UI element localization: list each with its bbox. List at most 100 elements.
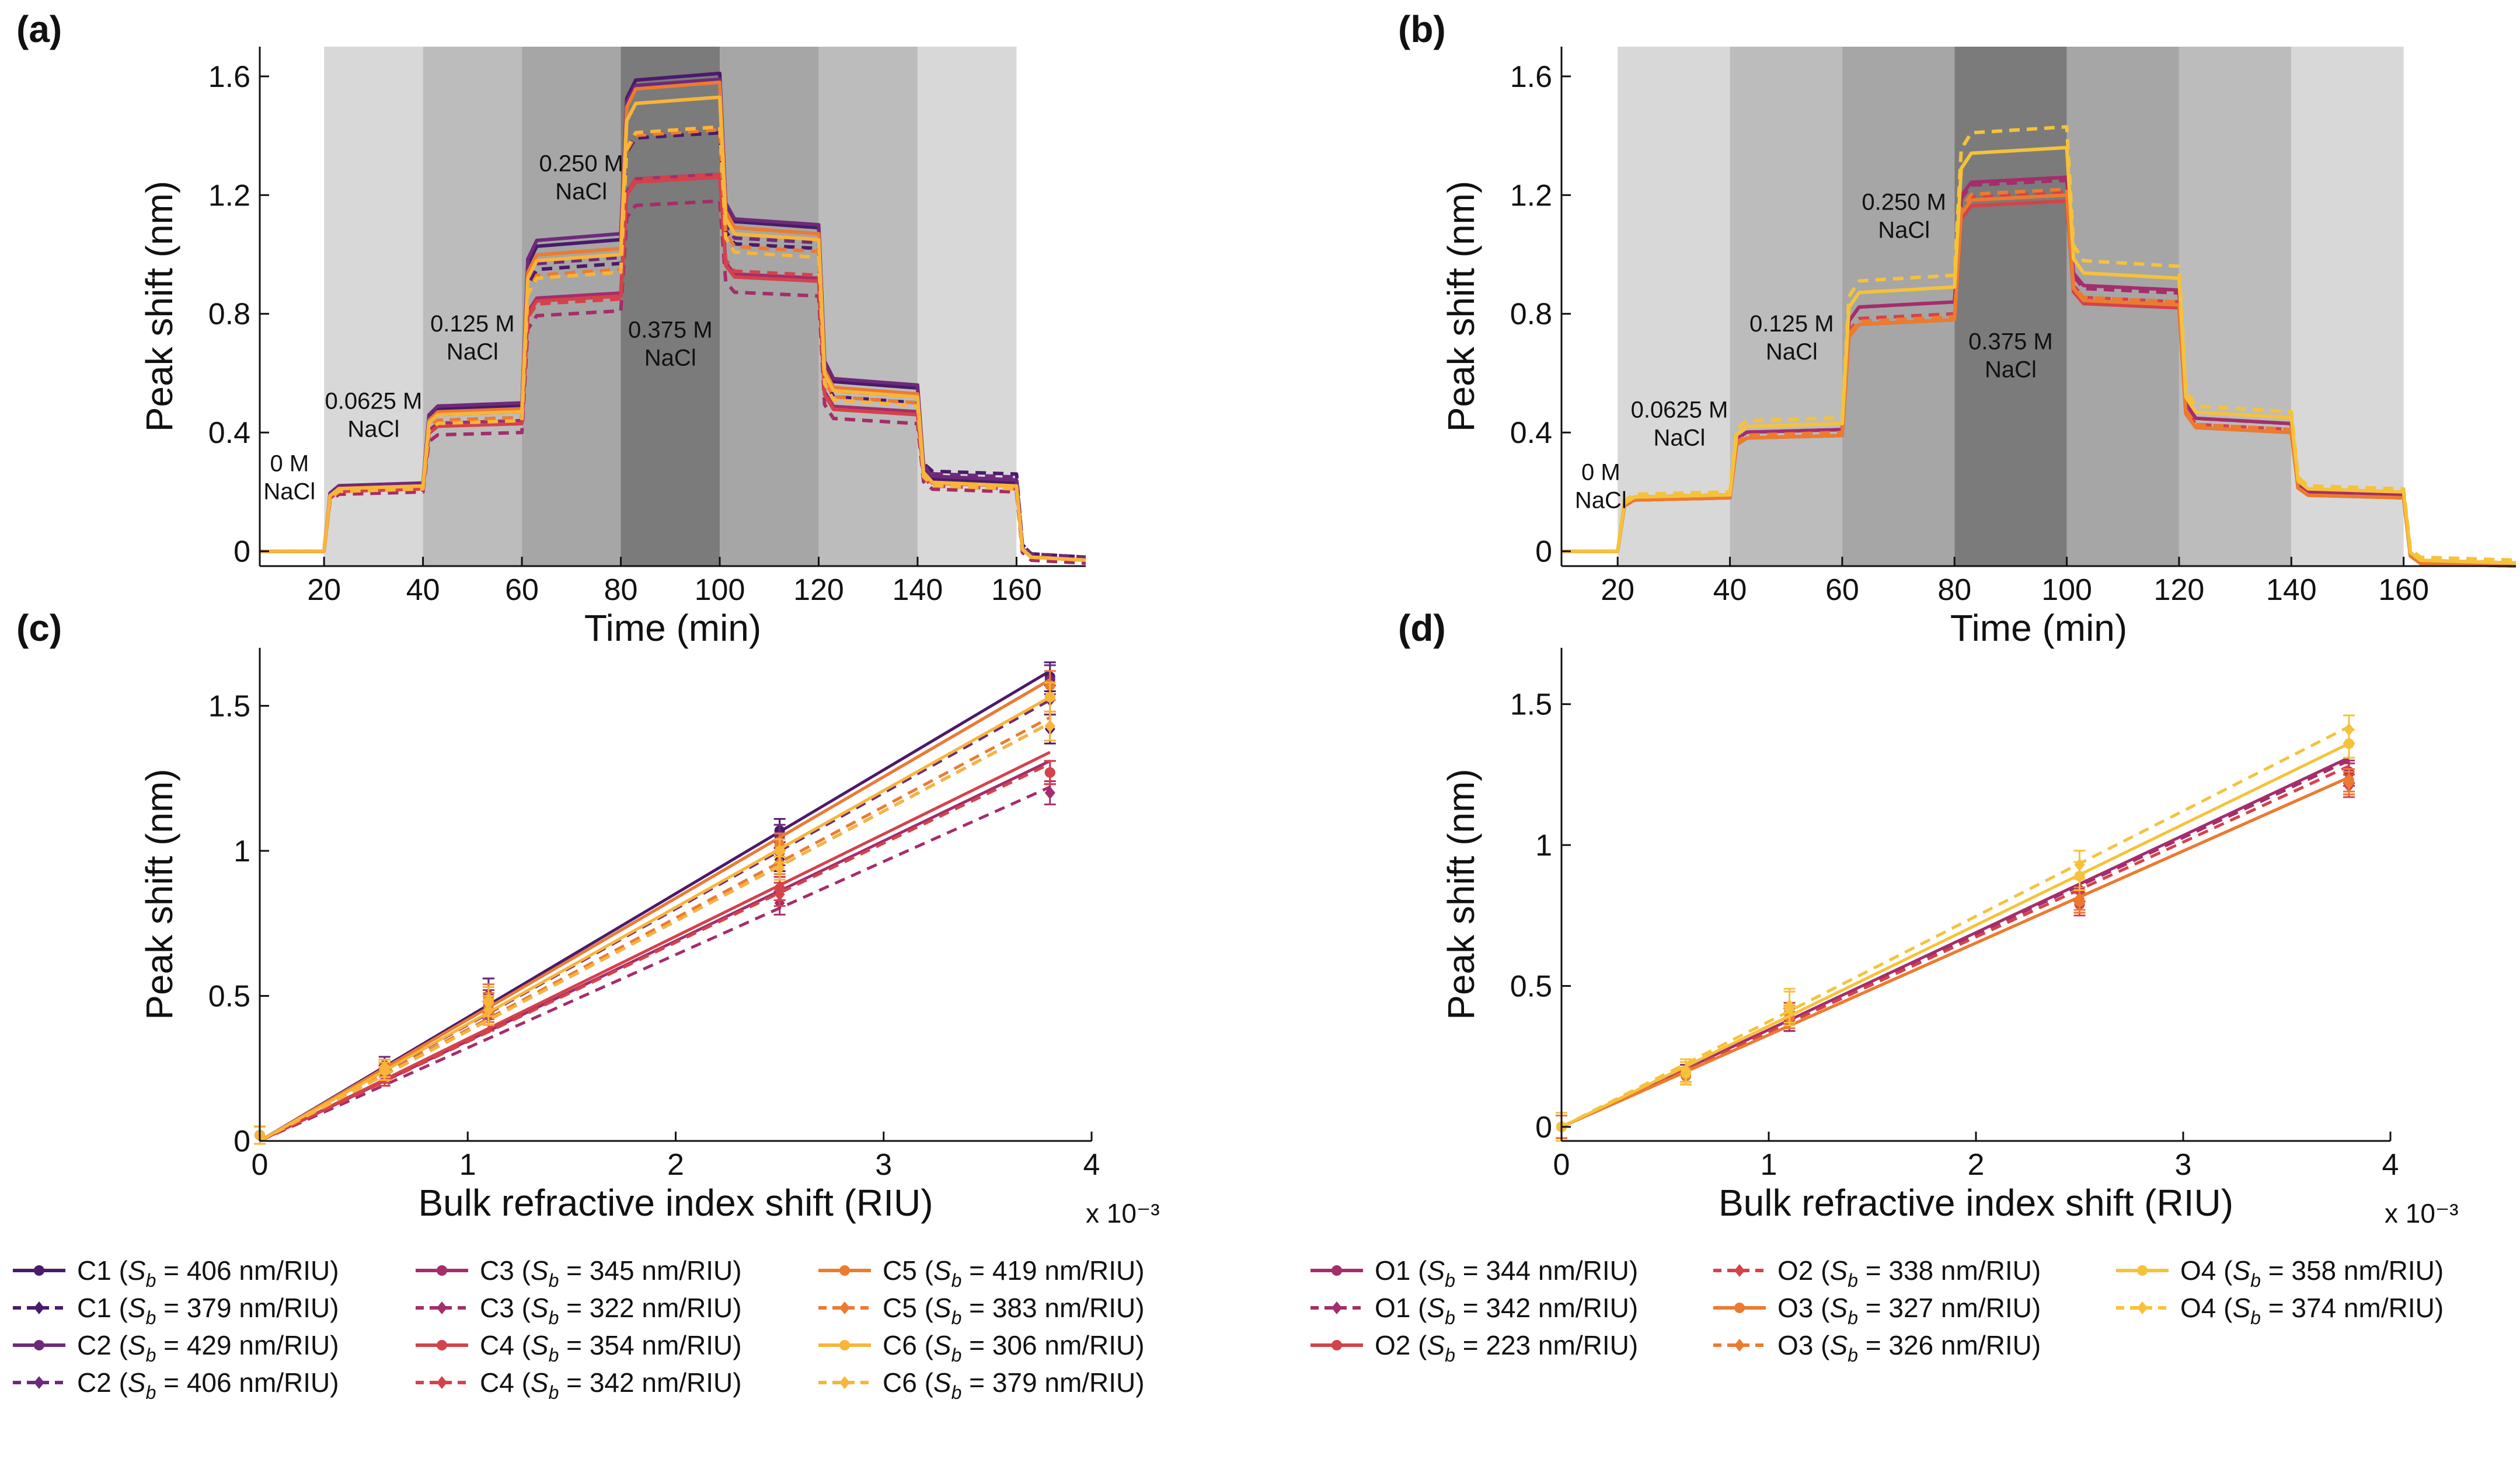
x-tick-label: 20: [1601, 573, 1634, 607]
legend-rest: = 322 nm/RIU): [559, 1293, 741, 1323]
legend-name: O4: [2180, 1293, 2216, 1323]
legend-prefix: (: [514, 1255, 531, 1286]
x-tick-label: 80: [1937, 573, 1971, 607]
legend-rest: = 419 nm/RIU): [961, 1255, 1144, 1286]
legend-rest: = 306 nm/RIU): [961, 1330, 1144, 1360]
legend-sub: b: [549, 1307, 559, 1328]
legend-entry-text: O1 (Sb = 342 nm/RIU): [1375, 1293, 1638, 1328]
x-tick-label: 0: [252, 1148, 269, 1182]
legend-name: C2: [77, 1367, 111, 1398]
fit-line-c4-solid: [259, 751, 1051, 1143]
legend-sub: b: [1848, 1270, 1858, 1291]
y-tick-label: 1: [233, 835, 250, 868]
legend-entry-text: O3 (Sb = 327 nm/RIU): [1777, 1293, 2041, 1328]
legend-name: C2: [77, 1330, 111, 1360]
legend-sub: b: [146, 1307, 156, 1328]
concentration-label: 0.0625 M: [325, 388, 422, 414]
x-tick-label: 3: [875, 1148, 892, 1182]
legend-sub: b: [146, 1345, 156, 1366]
fit-line-o3-dashed: [1560, 776, 2350, 1129]
x-tick-label: 4: [1083, 1148, 1100, 1182]
legend-entry-text: O1 (Sb = 344 nm/RIU): [1375, 1255, 1638, 1291]
fit-line-c5-dashed: [259, 716, 1051, 1143]
legend-name: O3: [1777, 1330, 1813, 1360]
y-tick-label: 1.2: [1510, 179, 1552, 212]
y-axis-title: Peak shift (nm): [138, 181, 180, 432]
legend-rest: = 344 nm/RIU): [1455, 1255, 1638, 1286]
x-multiplier: x 10⁻³: [1086, 1198, 1160, 1228]
concentration-band: [2291, 47, 2404, 566]
y-tick-label: 1.6: [208, 60, 250, 94]
legend-sym: S: [2232, 1293, 2250, 1323]
concentration-label: 0.125 M: [430, 311, 515, 337]
legend-sym: S: [531, 1330, 549, 1360]
legend-sub: b: [951, 1270, 962, 1291]
concentration-label: NaCl: [555, 179, 607, 205]
concentration-label: NaCl: [347, 416, 399, 442]
data-point-c3-dashed: [1044, 786, 1055, 800]
concentration-band: [1954, 47, 2067, 566]
legend-entry-text: C1 (Sb = 379 nm/RIU): [77, 1293, 339, 1328]
legend-swatch-marker: [1734, 1264, 1745, 1277]
fit-line-o4-solid: [1560, 742, 2350, 1129]
legend-rest: = 374 nm/RIU): [2261, 1293, 2444, 1323]
concentration-label: 0 M: [1581, 460, 1620, 486]
legend-sub: b: [2250, 1270, 2261, 1291]
x-tick-label: 1: [459, 1148, 476, 1182]
legend-swatch-marker: [34, 1376, 44, 1389]
y-tick-label: 0: [233, 1125, 250, 1158]
legend-sym: S: [1829, 1293, 1848, 1323]
legend-prefix: (: [514, 1330, 531, 1360]
y-tick-label: 0.8: [208, 298, 250, 331]
concentration-label: 0.375 M: [628, 317, 713, 343]
concentration-label: NaCl: [1575, 488, 1627, 514]
x-axis-title: Bulk refractive index shift (RIU): [418, 1182, 933, 1224]
x-tick-label: 100: [2041, 573, 2092, 607]
legend-entry-text: O4 (Sb = 374 nm/RIU): [2180, 1293, 2444, 1328]
legend-sub: b: [2250, 1307, 2261, 1328]
legend-prefix: (: [111, 1255, 128, 1286]
concentration-label: NaCl: [1985, 357, 2037, 383]
legend-prefix: (: [1410, 1255, 1427, 1286]
data-point-o4-dashed: [1681, 1064, 1691, 1077]
legend-prefix: (: [514, 1293, 531, 1323]
legend-sub: b: [1445, 1307, 1455, 1328]
concentration-band: [2179, 47, 2292, 566]
x-tick-label: 20: [307, 573, 341, 607]
legend-right: O1 (Sb = 344 nm/RIU)O1 (Sb = 342 nm/RIU)…: [1310, 1255, 2444, 1366]
legend-rest: = 345 nm/RIU): [559, 1255, 741, 1286]
legend-rest: = 379 nm/RIU): [156, 1293, 339, 1323]
concentration-label: NaCl: [1654, 425, 1706, 451]
data-point-c6-dashed: [774, 861, 785, 875]
y-axis-title: Peak shift (nm): [1440, 181, 1482, 432]
data-point-o4-dashed: [1784, 999, 1795, 1013]
legend-rest: = 383 nm/RIU): [961, 1293, 1144, 1323]
trace-c6-dashed: [260, 125, 1086, 562]
x-tick-label: 1: [1761, 1148, 1777, 1182]
legend-sub: b: [549, 1382, 559, 1403]
legend-name: O4: [2180, 1255, 2216, 1286]
data-point-o4-dashed: [2344, 723, 2354, 737]
concentration-band: [1618, 47, 1730, 566]
legend-prefix: (: [1410, 1330, 1427, 1360]
data-point-c6-solid: [774, 845, 785, 856]
y-tick-label: 0.4: [1510, 416, 1552, 450]
legend-swatch-marker: [437, 1376, 447, 1389]
panel-label-d: (d): [1398, 607, 1446, 649]
legend-swatch-marker: [2137, 1265, 2148, 1276]
legend-rest: = 354 nm/RIU): [559, 1330, 741, 1360]
legend-name: C5: [883, 1255, 917, 1286]
legend-entry-text: C2 (Sb = 429 nm/RIU): [77, 1330, 339, 1366]
legend-prefix: (: [111, 1367, 128, 1398]
x-multiplier: x 10⁻³: [2385, 1198, 2459, 1228]
y-tick-label: 1.6: [1510, 60, 1552, 94]
x-tick-label: 40: [1713, 573, 1747, 607]
legend-prefix: (: [917, 1255, 934, 1286]
x-tick-label: 160: [2378, 573, 2429, 607]
concentration-label: 0.375 M: [1968, 329, 2053, 355]
x-tick-label: 40: [406, 573, 440, 607]
legend-swatch-marker: [839, 1265, 850, 1276]
trace-o4-dashed: [1562, 125, 2516, 562]
legend-name: C5: [883, 1293, 917, 1323]
